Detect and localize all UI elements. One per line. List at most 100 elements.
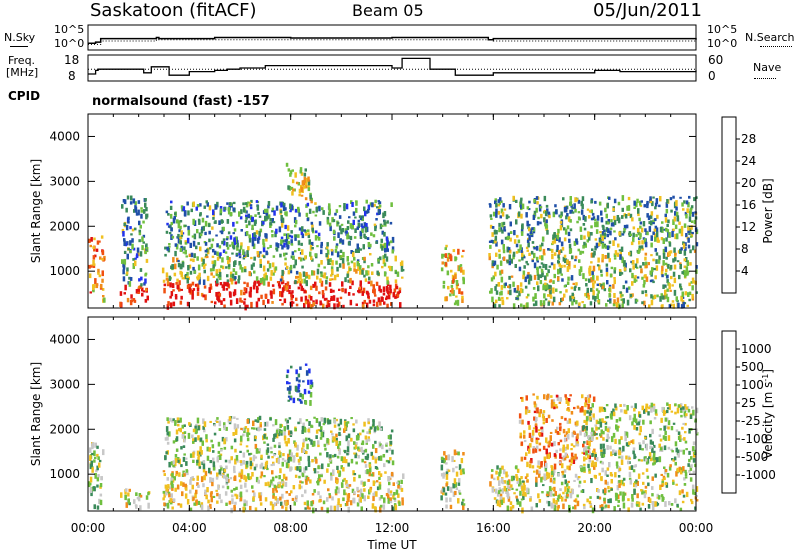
echo-cell	[380, 495, 383, 499]
echo-cell	[681, 500, 685, 504]
echo-cell	[661, 406, 664, 412]
echo-cell	[526, 249, 529, 252]
station-title: Saskatoon (fitACF)	[90, 0, 257, 21]
echo-cell	[357, 266, 360, 271]
echo-cell	[552, 211, 556, 218]
echo-cell	[390, 302, 393, 306]
echo-cell	[334, 489, 338, 494]
echo-cell	[441, 261, 444, 265]
echo-cell	[383, 497, 386, 503]
echo-cell	[210, 439, 213, 443]
echo-cell	[619, 292, 623, 298]
echo-cell	[576, 443, 580, 447]
echo-cell	[559, 427, 562, 432]
echo-cell	[303, 427, 307, 433]
echo-cell	[169, 417, 172, 422]
echo-cell	[286, 381, 289, 385]
echo-cell	[592, 216, 596, 221]
echo-cell	[449, 253, 452, 259]
echo-cell	[610, 266, 614, 270]
echo-cell	[187, 210, 190, 216]
echo-cell	[577, 216, 581, 221]
echo-cell	[459, 264, 463, 267]
echo-cell	[387, 498, 390, 504]
echo-cell	[199, 446, 202, 452]
echo-cell	[187, 432, 191, 439]
echo-cell	[217, 441, 221, 447]
echo-cell	[145, 247, 148, 250]
echo-cell	[689, 465, 693, 471]
echo-cell	[244, 482, 247, 488]
echo-cell	[545, 223, 548, 228]
echo-cell	[574, 208, 577, 213]
freq-tick-bottom: 8	[68, 69, 76, 83]
echo-cell	[239, 484, 243, 489]
echo-cell	[170, 234, 173, 240]
echo-cell	[93, 459, 96, 463]
echo-cell	[317, 477, 320, 483]
echo-cell	[367, 270, 370, 276]
echo-cell	[672, 480, 675, 485]
echo-cell	[370, 280, 373, 287]
echo-cell	[573, 499, 576, 502]
echo-cell	[445, 504, 448, 509]
echo-cell	[560, 416, 564, 420]
echo-cell	[306, 202, 310, 207]
echo-cell	[649, 433, 652, 438]
colorbar-tick-label: 8	[741, 242, 749, 256]
echo-cell	[571, 211, 575, 214]
echo-cell	[140, 283, 143, 287]
echo-cell	[595, 288, 599, 292]
echo-cell	[567, 480, 570, 483]
echo-cell	[198, 465, 202, 469]
echo-cell	[346, 226, 350, 231]
echo-cell	[297, 373, 301, 378]
echo-cell	[543, 456, 547, 462]
echo-cell	[566, 259, 569, 265]
echo-cell	[209, 503, 212, 507]
echo-cell	[281, 505, 284, 509]
echo-cell	[694, 463, 697, 468]
echo-cell	[166, 417, 169, 421]
echo-cell	[291, 497, 295, 501]
echo-cell	[367, 204, 371, 210]
echo-cell	[130, 294, 133, 299]
echo-cell	[204, 249, 208, 253]
echo-cell	[695, 265, 698, 269]
echo-cell	[313, 416, 316, 419]
echo-cell	[391, 249, 394, 254]
echo-cell	[317, 491, 320, 496]
echo-cell	[594, 296, 597, 302]
echo-cell	[586, 287, 589, 294]
echo-cell	[314, 456, 317, 460]
echo-cell	[236, 459, 239, 463]
echo-cell	[192, 266, 195, 271]
echo-cell	[564, 452, 568, 457]
echo-cell	[641, 301, 644, 305]
echo-cell	[257, 297, 260, 302]
echo-cell	[259, 263, 262, 268]
echo-cell	[600, 283, 603, 288]
echo-cell	[570, 411, 574, 415]
echo-cell	[535, 503, 538, 508]
echo-cell	[574, 504, 577, 510]
echo-cell	[569, 463, 573, 466]
echo-cell	[441, 488, 444, 493]
echo-cell	[559, 426, 562, 429]
echo-cell	[355, 419, 358, 424]
echo-cell	[587, 440, 590, 444]
echo-cell	[600, 210, 603, 216]
echo-cell	[136, 247, 140, 252]
echo-cell	[259, 495, 262, 502]
echo-cell	[276, 500, 279, 504]
echo-cell	[453, 478, 457, 484]
echo-cell	[496, 492, 500, 497]
echo-cell	[226, 236, 229, 240]
echo-cell	[569, 228, 573, 232]
echo-cell	[568, 248, 572, 254]
echo-cell	[678, 221, 681, 225]
echo-cell	[640, 489, 643, 492]
echo-cell	[497, 490, 501, 495]
echo-cell	[250, 301, 253, 308]
echo-cell	[371, 202, 374, 208]
